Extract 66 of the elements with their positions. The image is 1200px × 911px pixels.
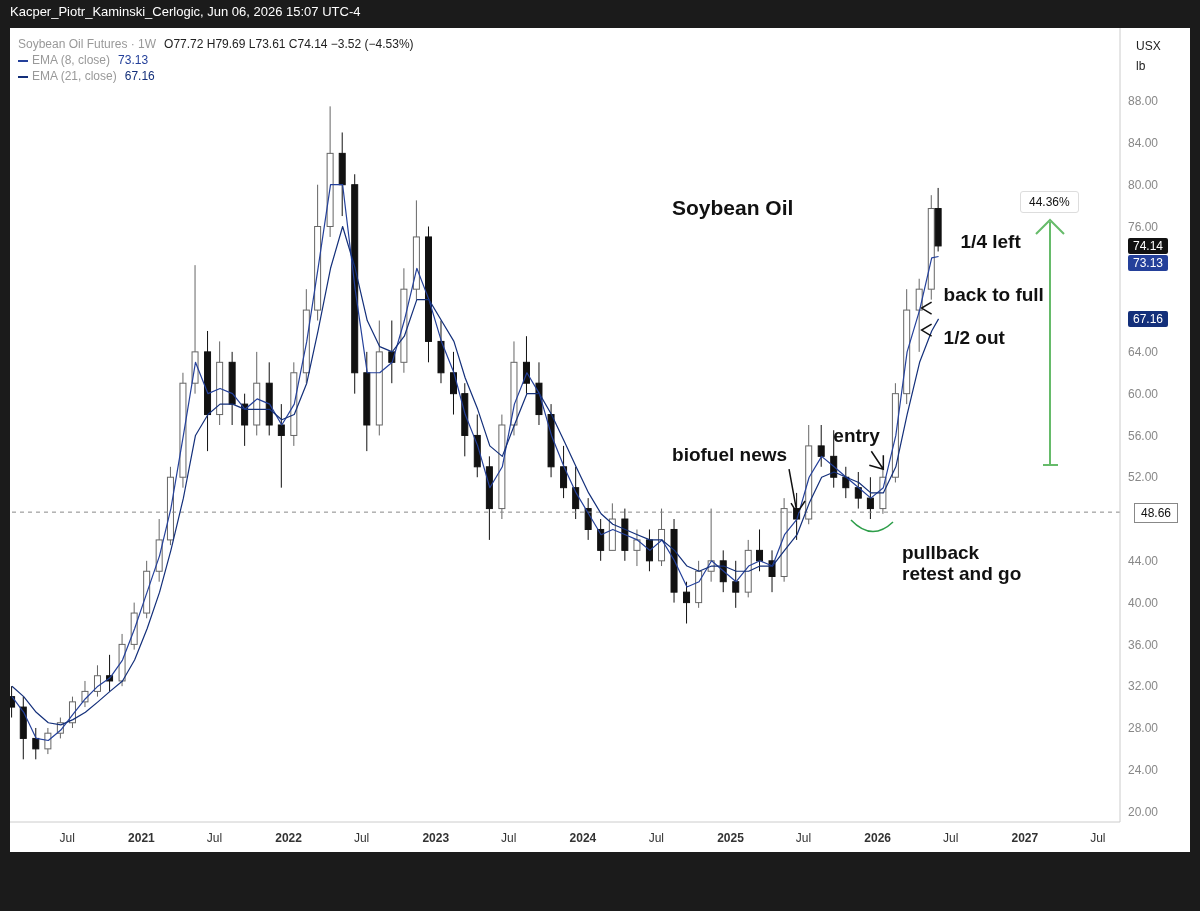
ref-line-label: 48.66 [1134,503,1179,524]
y-tick-label: 88.00 [1128,94,1159,109]
candlestick [44,727,52,755]
candlestick [683,581,691,624]
annotation: 67.16 [124,69,155,83]
x-tick-label: 2021 [128,831,156,845]
y-tick-label: 76.00 [1128,219,1159,234]
text: Soybean Oil [672,196,794,220]
annotation: 73.13 [118,53,149,67]
legend-label: EMA (8, close) [32,53,111,67]
annotation: O77.72 H79.69 L73.61 C74.14 −3.52 (−4.53%) [164,37,414,51]
x-tick-label: 2026 [864,831,892,845]
x-tick-label: 2024 [569,831,597,845]
text: Soybean Oil Futures · 1W [18,37,157,51]
candlestick [866,476,874,520]
y-tick-label: 28.00 [1128,721,1159,736]
y-tick-label: 84.00 [1128,136,1159,151]
text: 73.13 [1133,255,1164,270]
y-tick-label: 40.00 [1128,595,1159,610]
x-tick-label: Jul [648,831,664,845]
candlestick [93,664,101,698]
candlestick [597,518,605,562]
annotation: back to full [943,284,1045,306]
y-axis-title: USX lb [1136,38,1161,75]
candlestick [449,351,457,416]
candlestick [10,685,16,719]
annotation: biofuel news [672,444,789,466]
y-tick-label: 60.00 [1128,386,1159,401]
text: 67.16 [1133,311,1164,326]
x-tick-label: Jul [353,831,370,845]
x-tick-label: Jul [795,831,812,845]
annotation: 1/4 left [960,231,1022,253]
candlestick [560,445,568,499]
y-tick-label: 32.00 [1128,679,1159,694]
x-tick-label: Jul [1090,831,1106,845]
x-tick-label: 2022 [275,831,303,845]
x-tick-label: Jul [501,831,517,845]
y-tick-label: 64.00 [1128,345,1159,360]
x-tick-label: 2023 [422,831,450,845]
candlestick [32,727,40,760]
x-tick-label: 2025 [717,831,745,845]
candlestick [277,403,285,489]
candlestick [732,560,740,609]
x-tick-label: Jul [942,831,959,845]
annotation: 1/2 out [943,326,1006,348]
annotation: pullback retest and go [902,542,1022,584]
candlestick [854,471,862,510]
x-tick-label: 2027 [1011,831,1039,845]
candlestick [633,528,641,567]
annotation: entry [833,425,881,447]
y-tick-label: 36.00 [1128,637,1159,652]
y-tick-label: 80.00 [1128,177,1159,192]
y-tick-label: 56.00 [1128,428,1159,443]
x-tick-label: Jul [59,831,75,845]
text: 74.14 [1128,237,1169,254]
legend-label: EMA (21, close) [32,69,117,83]
y-tick-label: 24.00 [1128,763,1159,778]
y-tick-label: 20.00 [1128,804,1159,819]
x-tick-label: Jul [206,831,223,845]
text: Kacper_Piotr_Kaminski_Cerlogic, Jun 06, 2026 15:07 UTC-4 [10,4,361,19]
y-tick-label: 52.00 [1128,470,1159,485]
candlestick [817,424,825,468]
candlestick [241,393,249,447]
candlestick [756,528,764,572]
annotation: 44.36% [1020,191,1079,213]
y-tick-label: 44.00 [1128,554,1159,569]
